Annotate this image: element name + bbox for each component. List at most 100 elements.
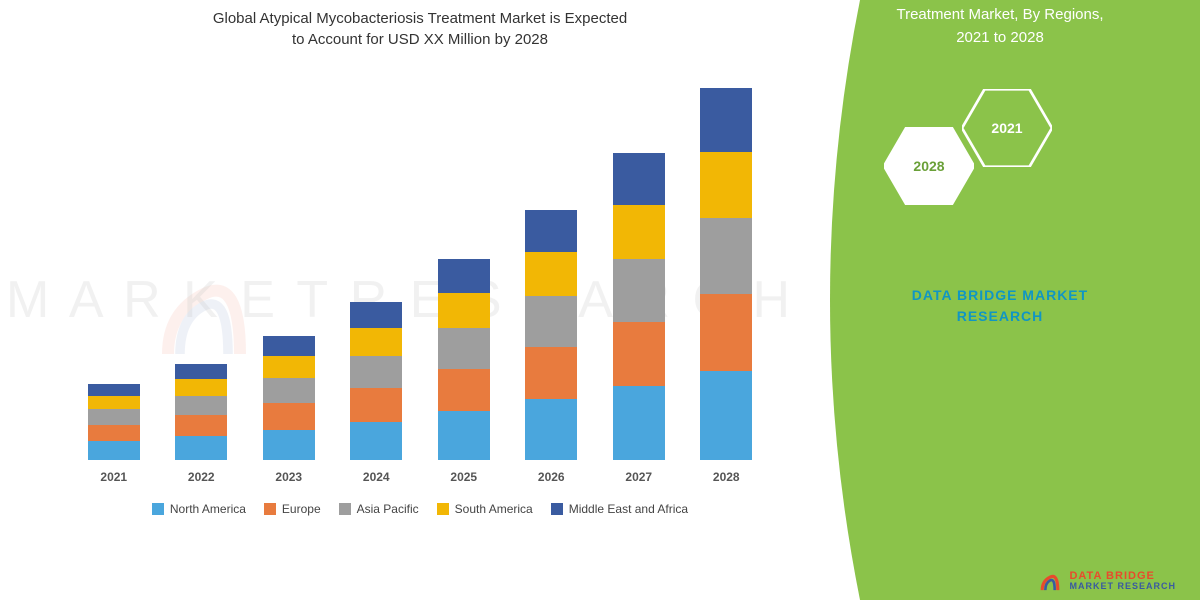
- bar-segment: [613, 322, 665, 386]
- legend-item: North America: [152, 502, 246, 516]
- bar-segment: [438, 293, 490, 328]
- chart-panel: Global Atypical Mycobacteriosis Treatmen…: [0, 0, 800, 600]
- bar-column: [516, 210, 586, 460]
- legend-label: North America: [170, 502, 246, 516]
- legend-swatch: [437, 503, 449, 515]
- side-title-line1: Treatment Market, By Regions,: [896, 6, 1103, 23]
- x-axis-label: 2022: [188, 470, 215, 484]
- bar-stack: [438, 259, 490, 460]
- x-axis-label: 2028: [713, 470, 740, 484]
- legend-item: South America: [437, 502, 533, 516]
- hexagon-group: 2028 2021: [824, 89, 1176, 249]
- bar-segment: [175, 415, 227, 436]
- bar-segment: [263, 336, 315, 356]
- bar-segment: [438, 411, 490, 460]
- bar-segment: [613, 259, 665, 321]
- bar-segment: [438, 369, 490, 411]
- chart-title-line1: Global Atypical Mycobacteriosis Treatmen…: [213, 10, 627, 27]
- brand-line1: DATA BRIDGE MARKET: [912, 287, 1088, 303]
- bar-segment: [700, 371, 752, 460]
- bar-segment: [613, 153, 665, 205]
- legend-swatch: [551, 503, 563, 515]
- bar-column: [604, 153, 674, 460]
- legend-label: Europe: [282, 502, 321, 516]
- bar-segment: [88, 409, 140, 424]
- bar-segment: [350, 388, 402, 422]
- bar-segment: [525, 210, 577, 252]
- chart-x-axis: 2021 2022 2023 2024 2025 2026 2027 2028: [60, 460, 780, 484]
- x-axis-label: 2021: [100, 470, 127, 484]
- side-panel: Treatment Market, By Regions, 2021 to 20…: [800, 0, 1200, 600]
- chart-title-line2: to Account for USD XX Million by 2028: [292, 31, 548, 48]
- bar-stack: [700, 88, 752, 460]
- x-axis-label: 2024: [363, 470, 390, 484]
- bar-segment: [438, 328, 490, 369]
- bar-segment: [88, 384, 140, 396]
- bar-segment: [525, 296, 577, 347]
- bar-segment: [525, 252, 577, 296]
- x-axis-label: 2023: [275, 470, 302, 484]
- side-title-line2: 2021 to 2028: [956, 29, 1044, 46]
- x-axis-label: 2026: [538, 470, 565, 484]
- bar-segment: [350, 422, 402, 460]
- bar-segment: [88, 441, 140, 460]
- legend-swatch: [339, 503, 351, 515]
- footer-logo-text: DATA BRIDGE MARKET RESEARCH: [1069, 570, 1176, 592]
- legend-item: Asia Pacific: [339, 502, 419, 516]
- bar-column: [341, 302, 411, 460]
- brand-text: DATA BRIDGE MARKET RESEARCH: [824, 285, 1176, 327]
- legend-swatch: [152, 503, 164, 515]
- legend-item: Middle East and Africa: [551, 502, 688, 516]
- legend-label: Middle East and Africa: [569, 502, 688, 516]
- bar-segment: [263, 378, 315, 403]
- bar-segment: [175, 396, 227, 415]
- bar-column: [429, 259, 499, 460]
- hexagon-label: 2028: [913, 158, 944, 174]
- bar-column: [79, 384, 149, 460]
- bar-segment: [263, 356, 315, 378]
- bar-segment: [700, 218, 752, 294]
- bar-segment: [613, 386, 665, 460]
- footer-logo: DATA BRIDGE MARKET RESEARCH: [1037, 568, 1176, 594]
- chart-title: Global Atypical Mycobacteriosis Treatmen…: [60, 8, 780, 50]
- bar-segment: [350, 328, 402, 356]
- bar-stack: [88, 384, 140, 460]
- bar-segment: [263, 430, 315, 460]
- side-panel-content: Treatment Market, By Regions, 2021 to 20…: [800, 0, 1200, 331]
- bar-column: [691, 88, 761, 460]
- chart-plot-area: [60, 70, 780, 460]
- bar-stack: [175, 364, 227, 460]
- bar-segment: [700, 88, 752, 151]
- bar-segment: [88, 425, 140, 442]
- bar-segment: [263, 403, 315, 430]
- chart-legend: North America Europe Asia Pacific South Ame…: [60, 502, 780, 516]
- infographic-container: Global Atypical Mycobacteriosis Treatmen…: [0, 0, 1200, 600]
- bar-column: [166, 364, 236, 460]
- bar-segment: [525, 399, 577, 460]
- brand-line2: RESEARCH: [957, 308, 1044, 324]
- bar-segment: [700, 152, 752, 218]
- footer-logo-icon: [1037, 568, 1063, 594]
- bar-stack: [263, 336, 315, 460]
- legend-label: South America: [455, 502, 533, 516]
- bar-segment: [438, 259, 490, 293]
- bar-segment: [700, 294, 752, 372]
- bar-segment: [175, 436, 227, 460]
- bar-stack: [525, 210, 577, 460]
- bar-segment: [613, 205, 665, 259]
- x-axis-label: 2027: [625, 470, 652, 484]
- hexagon-label: 2021: [991, 120, 1022, 136]
- bar-column: [254, 336, 324, 460]
- x-axis-label: 2025: [450, 470, 477, 484]
- legend-swatch: [264, 503, 276, 515]
- hexagon: 2028: [884, 127, 974, 205]
- bar-segment: [350, 356, 402, 388]
- bar-segment: [525, 347, 577, 399]
- bar-segment: [175, 379, 227, 396]
- bar-segment: [175, 364, 227, 379]
- bar-stack: [350, 302, 402, 460]
- side-panel-title: Treatment Market, By Regions, 2021 to 20…: [824, 4, 1176, 49]
- bar-segment: [350, 302, 402, 328]
- hexagon: 2021: [962, 89, 1052, 167]
- legend-label: Asia Pacific: [357, 502, 419, 516]
